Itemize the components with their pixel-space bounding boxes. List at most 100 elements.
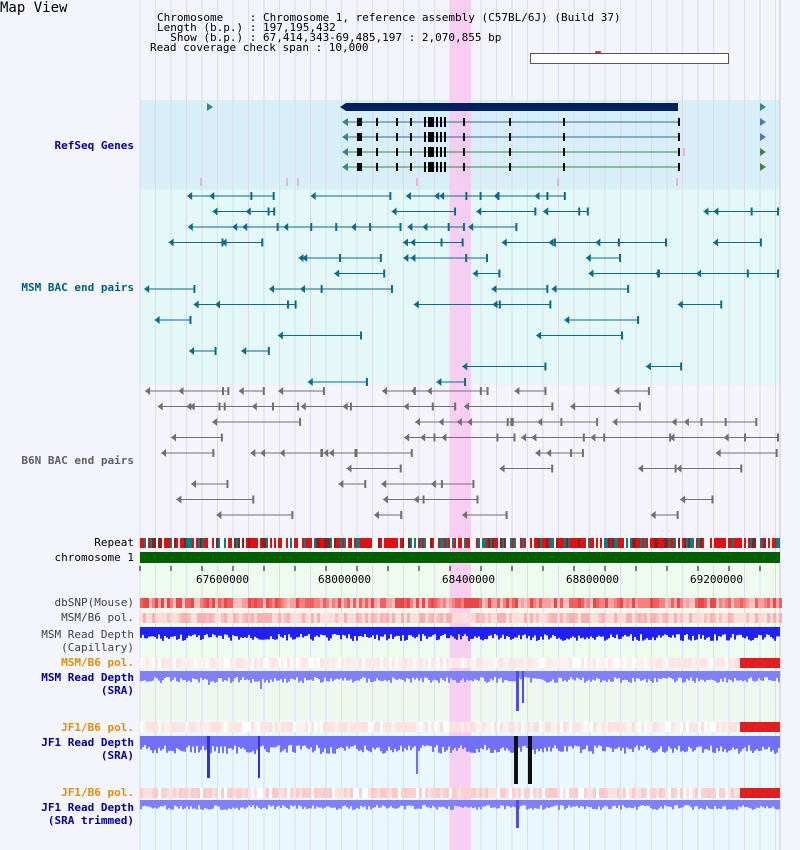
heat-segment	[356, 658, 359, 668]
heat-segment	[779, 788, 782, 798]
heat-segment	[512, 598, 515, 608]
label-msm-bac[interactable]: MSM BAC end pairs	[21, 281, 134, 294]
bac-end-marker	[585, 254, 591, 262]
heat-segment	[575, 658, 578, 668]
label-refseq-genes[interactable]: RefSeq Genes	[54, 139, 134, 152]
depth-bar	[540, 627, 542, 637]
repeat-segment	[366, 538, 368, 548]
depth-bar	[556, 800, 558, 806]
depth-bar	[726, 800, 728, 810]
depth-bar	[184, 800, 186, 809]
repeat-segment	[368, 538, 370, 548]
heat-segment	[203, 722, 206, 732]
heat-segment	[491, 613, 494, 623]
axis-tick-label: 68800000	[566, 573, 619, 586]
heat-segment	[665, 613, 668, 623]
label-repeat: Repeat	[94, 536, 134, 549]
label-jf1-depth-sra-1: JF1 Read Depth	[41, 736, 134, 749]
depth-bar	[652, 627, 654, 638]
gene-exon	[360, 118, 362, 126]
depth-bar	[432, 627, 434, 636]
heat-segment	[572, 788, 575, 798]
depth-bar	[724, 800, 726, 806]
bac-end-marker	[381, 480, 387, 488]
depth-bar	[426, 736, 428, 746]
depth-bar	[532, 627, 534, 638]
heat-segment	[686, 613, 689, 623]
heat-segment	[215, 658, 218, 668]
heat-segment	[218, 722, 221, 732]
bac-end-marker	[403, 402, 409, 411]
depth-bar	[592, 736, 594, 754]
heat-segment	[692, 722, 695, 732]
depth-bar	[322, 671, 324, 682]
depth-bar	[384, 627, 386, 635]
repeat-segment	[666, 538, 668, 548]
heat-segment	[446, 788, 449, 798]
heat-segment	[356, 598, 359, 608]
depth-bar	[606, 671, 608, 683]
heat-segment	[533, 598, 536, 608]
heat-segment	[323, 613, 326, 623]
bac-end-marker	[467, 418, 473, 426]
heat-segment	[770, 613, 773, 623]
depth-bar	[700, 627, 702, 639]
depth-bar	[726, 627, 728, 641]
repeat-segment	[596, 538, 598, 548]
label-b6n-bac[interactable]: B6N BAC end pairs	[21, 454, 134, 467]
repeat-segment	[542, 538, 544, 548]
depth-bar	[142, 627, 144, 635]
depth-bar	[330, 627, 332, 639]
depth-bar	[394, 627, 396, 637]
depth-bar	[428, 627, 430, 637]
heat-segment	[422, 722, 425, 732]
depth-bar	[160, 800, 162, 807]
depth-bar	[250, 627, 252, 639]
heat-segment	[347, 788, 350, 798]
depth-bar	[452, 800, 454, 810]
heat-segment	[485, 788, 488, 798]
depth-bar	[664, 671, 666, 679]
depth-bar	[254, 671, 256, 682]
heat-segment	[617, 722, 620, 732]
heat-segment	[560, 598, 563, 608]
heat-segment	[572, 598, 575, 608]
depth-bar	[764, 800, 766, 809]
depth-bar	[556, 627, 558, 639]
heat-segment	[365, 598, 368, 608]
depth-bar	[478, 736, 480, 753]
heat-segment	[608, 722, 611, 732]
depth-bar	[654, 800, 656, 810]
depth-bar	[530, 671, 532, 683]
heat-segment	[362, 658, 365, 668]
depth-bar	[768, 671, 770, 681]
depth-bar	[252, 800, 254, 806]
depth-bar	[392, 627, 394, 640]
depth-bar	[504, 627, 506, 640]
heat-segment	[320, 613, 323, 623]
heat-segment	[608, 788, 611, 798]
depth-bar	[306, 627, 308, 636]
depth-bar	[174, 627, 176, 636]
depth-bar	[340, 671, 342, 679]
depth-bar	[482, 671, 484, 678]
heat-segment	[194, 788, 197, 798]
depth-bar	[212, 800, 214, 809]
depth-bar	[456, 736, 458, 751]
depth-bar	[398, 736, 400, 751]
heat-segment	[614, 598, 617, 608]
depth-bar	[256, 736, 258, 750]
heat-segment	[500, 788, 503, 798]
heat-segment	[143, 613, 146, 623]
depth-bar	[300, 736, 302, 750]
depth-bar	[736, 627, 738, 636]
bac-end-marker	[250, 449, 256, 457]
depth-bar	[494, 627, 496, 635]
depth-bar	[480, 800, 482, 810]
depth-bar	[412, 627, 414, 637]
heat-segment	[671, 598, 674, 608]
depth-bar	[730, 736, 732, 751]
chromosome-ideogram[interactable]	[530, 53, 729, 64]
heat-segment	[539, 658, 542, 668]
depth-bar	[722, 671, 724, 682]
